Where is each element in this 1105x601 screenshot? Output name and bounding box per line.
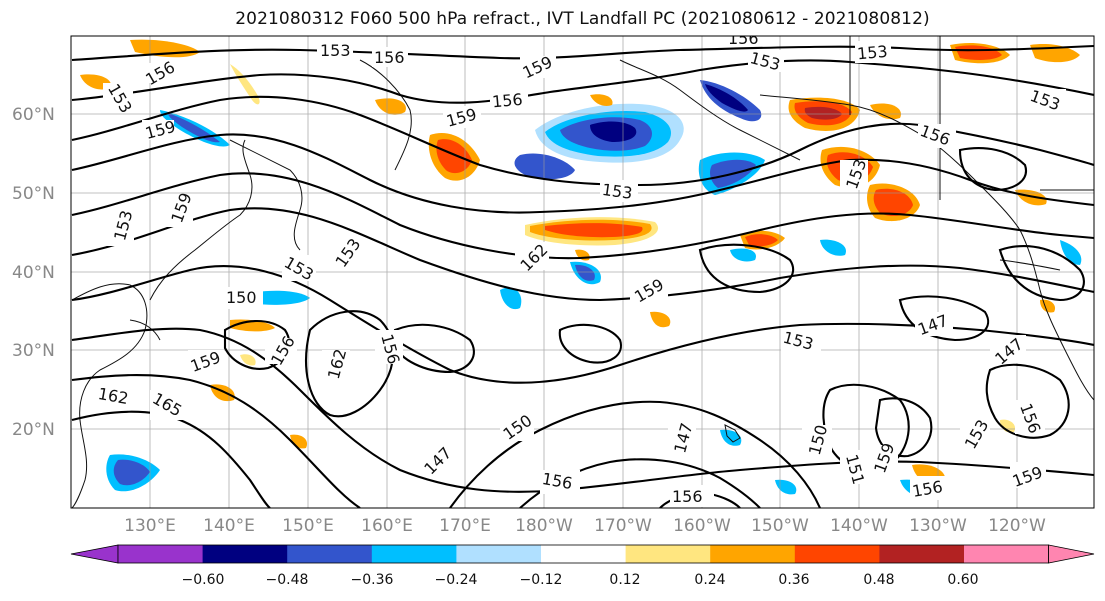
colorbar-extend-low xyxy=(70,544,119,564)
colorbar-segment xyxy=(202,545,288,563)
lon-label: 180°W xyxy=(515,516,573,536)
shaded-field xyxy=(80,39,1082,497)
colorbar-tick-label: 0.60 xyxy=(947,572,978,588)
label-halos xyxy=(96,36,1066,507)
coastlines xyxy=(71,36,1094,508)
lon-label: 170°W xyxy=(594,516,652,536)
colorbar-segment xyxy=(371,545,457,563)
colorbar-segment xyxy=(287,545,373,563)
contour-label: 153 xyxy=(856,42,888,64)
colorbar-tick-label: −0.12 xyxy=(520,572,563,588)
lat-label: 50°N xyxy=(12,184,55,204)
colorbar-tick-label: −0.60 xyxy=(182,572,225,588)
lon-label: 140°E xyxy=(203,516,255,536)
latitude-labels: 60°N 50°N 40°N 30°N 20°N xyxy=(12,105,55,440)
colorbar xyxy=(70,544,1095,564)
contour-label: 156 xyxy=(672,487,703,506)
colorbar-tick-label: −0.36 xyxy=(351,572,394,588)
map-frame xyxy=(70,35,1095,509)
lon-label: 160°W xyxy=(673,516,731,536)
lat-label: 30°N xyxy=(12,341,55,361)
contour-label: 156 xyxy=(728,29,759,48)
lon-label: 150°E xyxy=(282,516,334,536)
colorbar-tick-label: 0.12 xyxy=(609,572,640,588)
contour-label: 153 xyxy=(320,41,351,60)
lon-label: 160°E xyxy=(361,516,413,536)
colorbar-segment xyxy=(964,545,1050,563)
colorbar-tick-label: −0.24 xyxy=(435,572,478,588)
contour-label: 153 xyxy=(601,180,634,203)
colorbar-segment xyxy=(879,545,965,563)
colorbar-segment xyxy=(794,545,880,563)
lon-label: 120°W xyxy=(988,516,1046,536)
colorbar-segment xyxy=(710,545,796,563)
colorbar-tick-label: −0.48 xyxy=(266,572,309,588)
lon-label: 170°E xyxy=(439,516,491,536)
lon-label: 140°W xyxy=(830,516,888,536)
colorbar-segment xyxy=(625,545,711,563)
map-title: 2021080312 F060 500 hPa refract., IVT La… xyxy=(235,9,930,29)
longitude-labels: 130°E 140°E 150°E 160°E 170°E 180°W 170°… xyxy=(124,516,1046,536)
colorbar-extend-high xyxy=(1048,544,1095,564)
lat-label: 40°N xyxy=(12,263,55,283)
lat-label: 60°N xyxy=(12,105,55,125)
colorbar-segment xyxy=(118,545,204,563)
colorbar-tick-labels: −0.60 −0.48 −0.36 −0.24 −0.12 0.12 0.24 … xyxy=(182,572,979,588)
colorbar-segment xyxy=(541,545,627,563)
colorbar-tick-label: 0.36 xyxy=(778,572,809,588)
lon-label: 130°E xyxy=(124,516,176,536)
contour-label: 156 xyxy=(491,90,523,112)
colorbar-outline xyxy=(117,544,1049,564)
contour-label: 150 xyxy=(226,288,257,307)
colorbar-segment xyxy=(456,545,542,563)
lat-label: 20°N xyxy=(12,420,55,440)
colorbar-tick-label: 0.48 xyxy=(863,572,894,588)
lon-label: 130°W xyxy=(909,516,967,536)
colorbar-tick-label: 0.24 xyxy=(694,572,725,588)
contour-label: 156 xyxy=(374,48,405,67)
lon-label: 150°W xyxy=(751,516,809,536)
